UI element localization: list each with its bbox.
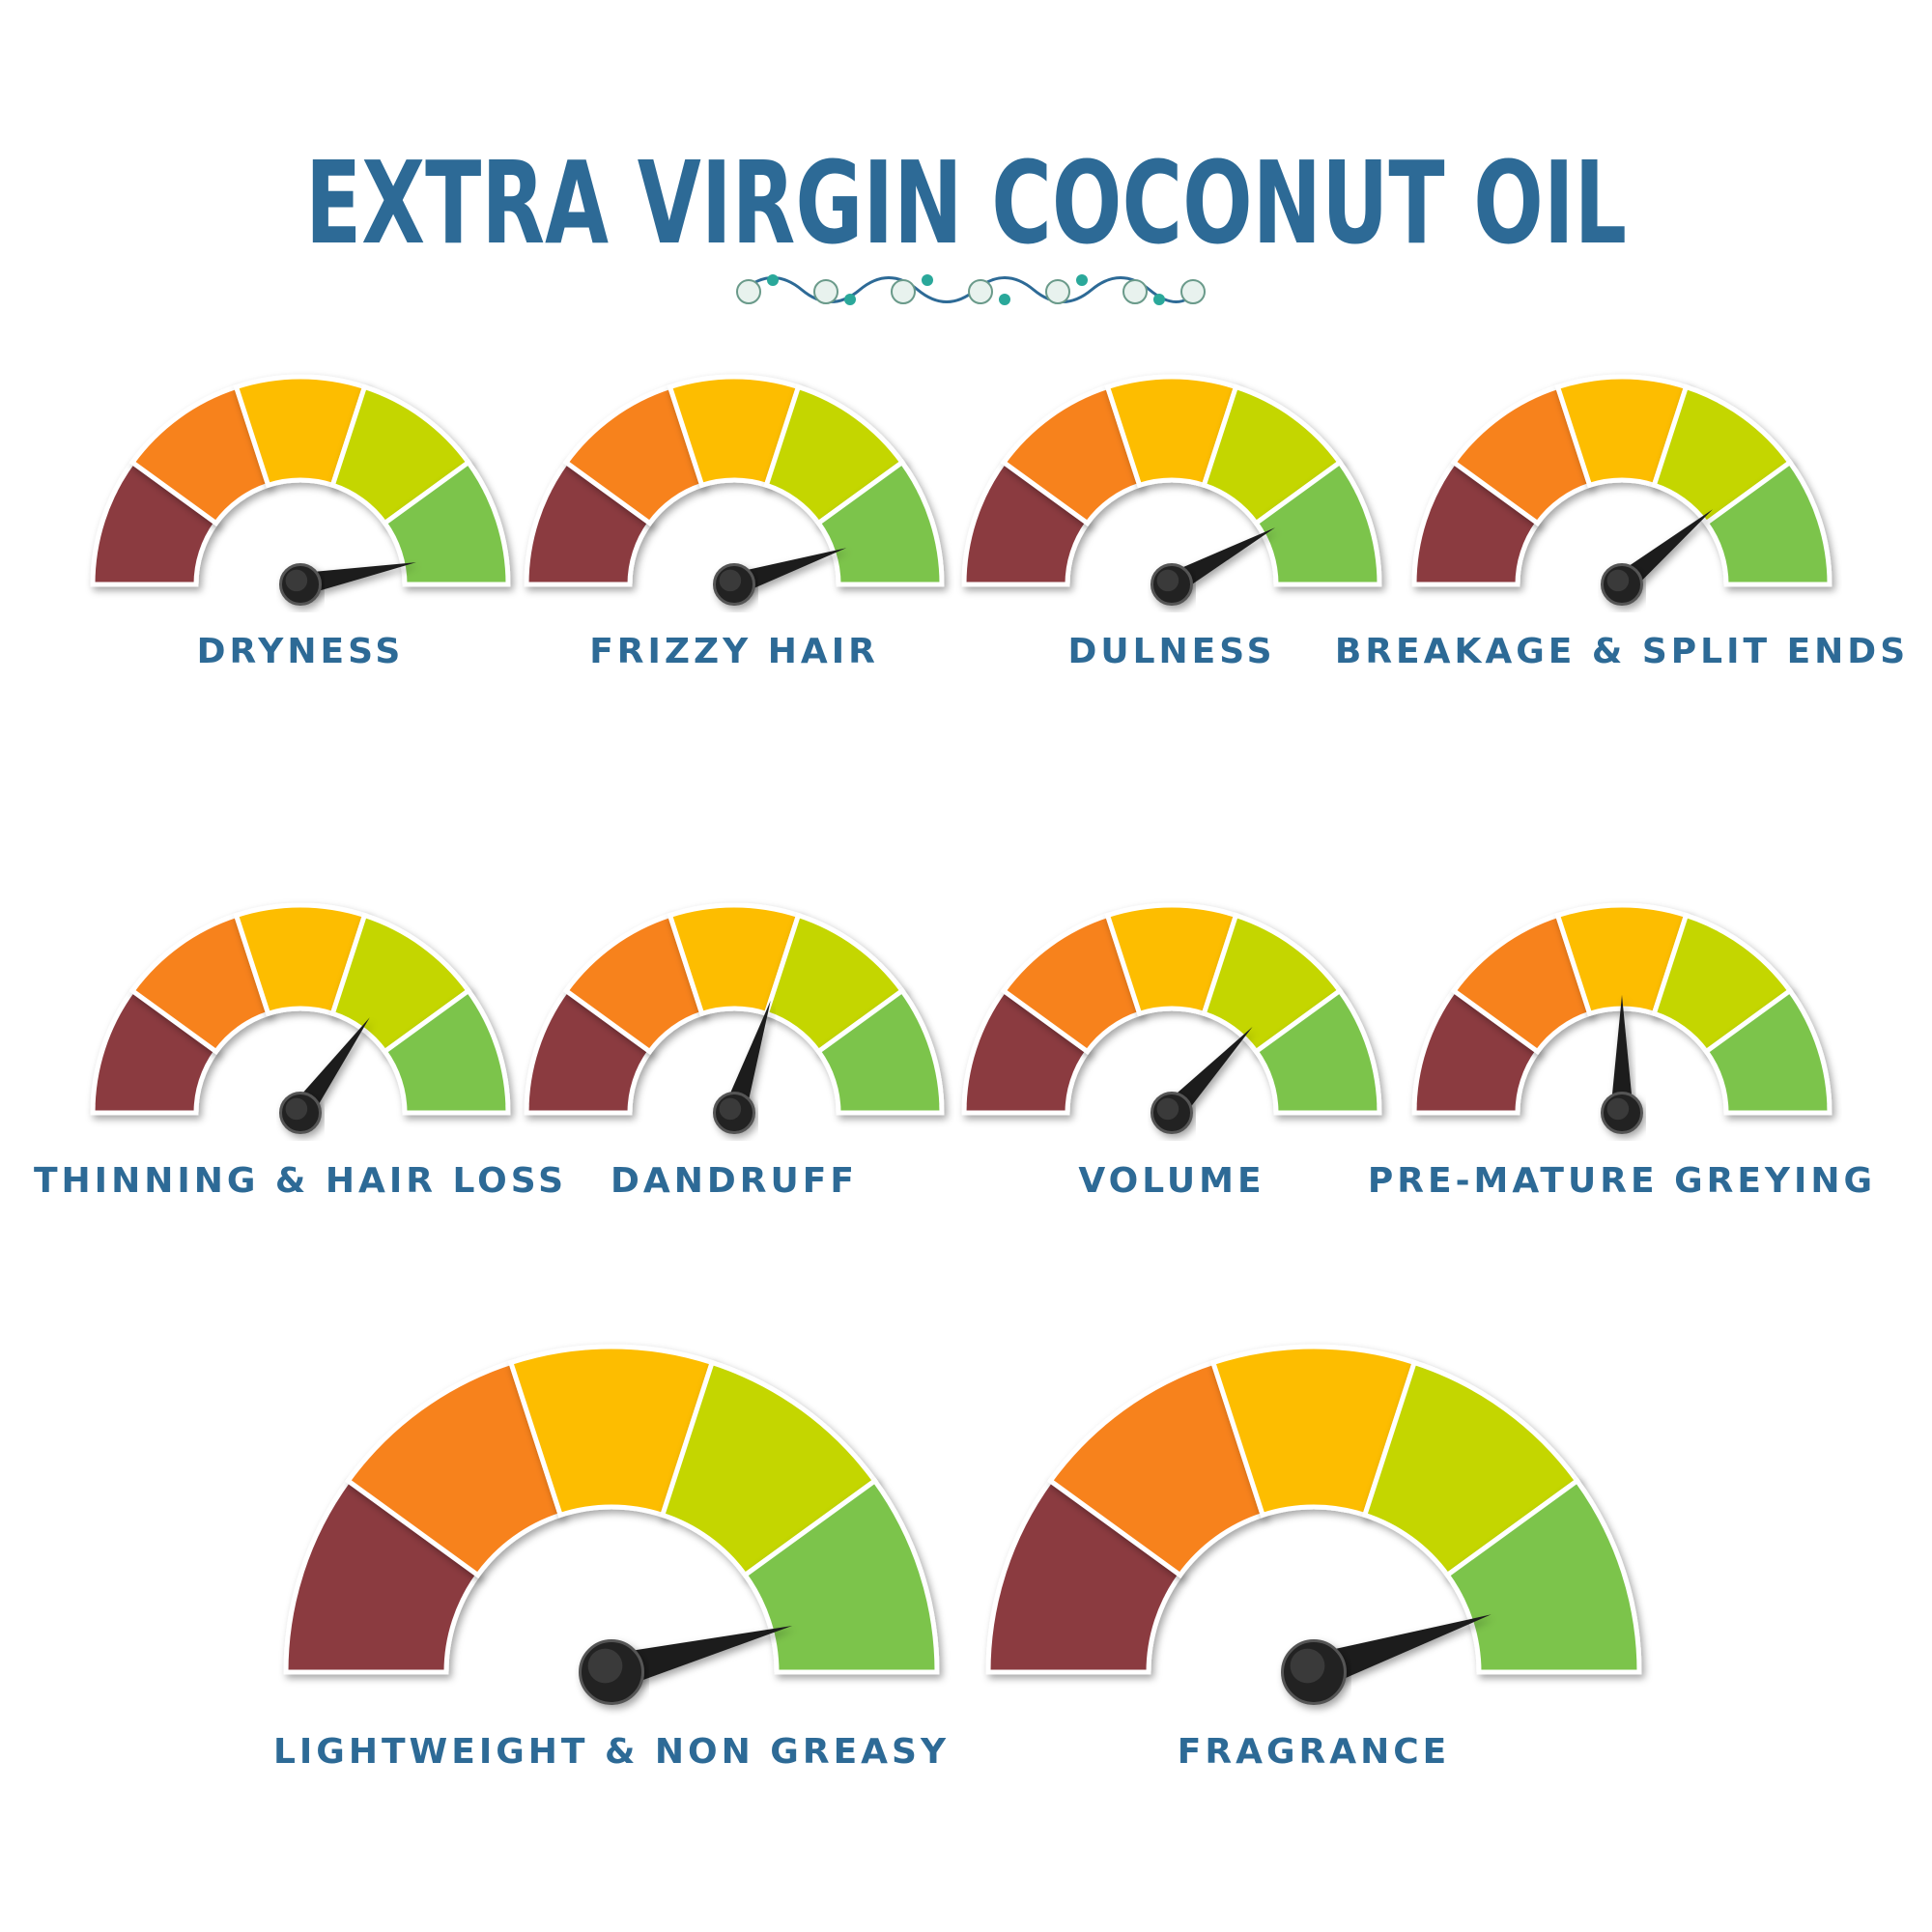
gauge-label: DANDRUFF <box>611 1161 858 1201</box>
gauge-segment <box>814 987 945 1116</box>
gauge-segment <box>741 1477 940 1675</box>
gauge-segment <box>1443 1477 1642 1675</box>
title: EXTRA VIRGIN COCONUT OIL <box>305 136 1627 270</box>
gauge-segment <box>381 459 511 587</box>
needle <box>607 1625 793 1690</box>
gauge: DANDRUFF <box>524 902 945 1201</box>
gauge: THINNING & HAIR LOSS <box>34 902 567 1201</box>
gauge-label: BREAKAGE & SPLIT ENDS <box>1335 632 1909 671</box>
gauge: DRYNESS <box>90 374 511 671</box>
needle <box>1166 527 1275 595</box>
gauge-segment <box>1252 459 1382 587</box>
needle-cap-shine <box>285 1097 308 1121</box>
gauge-label: PRE-MATURE GREYING <box>1368 1161 1876 1201</box>
needle-cap-shine <box>1606 1097 1630 1121</box>
needle <box>298 562 416 596</box>
needle-cap-shine <box>1606 569 1630 592</box>
needle <box>1308 1614 1492 1690</box>
gauge-label: VOLUME <box>1078 1161 1264 1201</box>
gauge: VOLUME <box>961 902 1382 1201</box>
gauge-label: THINNING & HAIR LOSS <box>34 1161 567 1201</box>
needle-cap-shine <box>719 569 742 592</box>
gauge: DULNESS <box>961 374 1382 671</box>
needle-cap-shine <box>1156 569 1179 592</box>
gauge: LIGHTWEIGHT & NON GREASY <box>273 1344 950 1772</box>
gauge-label: FRAGRANCE <box>1178 1732 1450 1772</box>
gauge-segment <box>814 459 945 587</box>
gauge-label: DRYNESS <box>197 632 405 671</box>
gauge-label: FRIZZY HAIR <box>589 632 879 671</box>
needle-cap-shine <box>719 1097 742 1121</box>
gauge: FRAGRANCE <box>985 1344 1642 1772</box>
needle-cap-shine <box>1290 1648 1325 1684</box>
gauge-segment <box>1702 459 1833 587</box>
needle-cap-shine <box>1156 1097 1179 1121</box>
needle <box>723 1000 771 1117</box>
needle <box>1610 994 1634 1113</box>
gauge-label: LIGHTWEIGHT & NON GREASY <box>273 1732 950 1772</box>
gauge: BREAKAGE & SPLIT ENDS <box>1335 374 1909 671</box>
needle-cap-shine <box>285 569 308 592</box>
gauge-label: DULNESS <box>1067 632 1275 671</box>
gauge: PRE-MATURE GREYING <box>1368 902 1876 1201</box>
gauge-segment <box>1702 987 1833 1116</box>
gauge-segment <box>1252 987 1382 1116</box>
gauge: FRIZZY HAIR <box>524 374 945 671</box>
gauge-segment <box>381 987 511 1116</box>
needle-cap-shine <box>587 1648 623 1684</box>
needle <box>291 1017 370 1120</box>
needle <box>730 548 847 596</box>
ornament <box>736 274 1206 305</box>
